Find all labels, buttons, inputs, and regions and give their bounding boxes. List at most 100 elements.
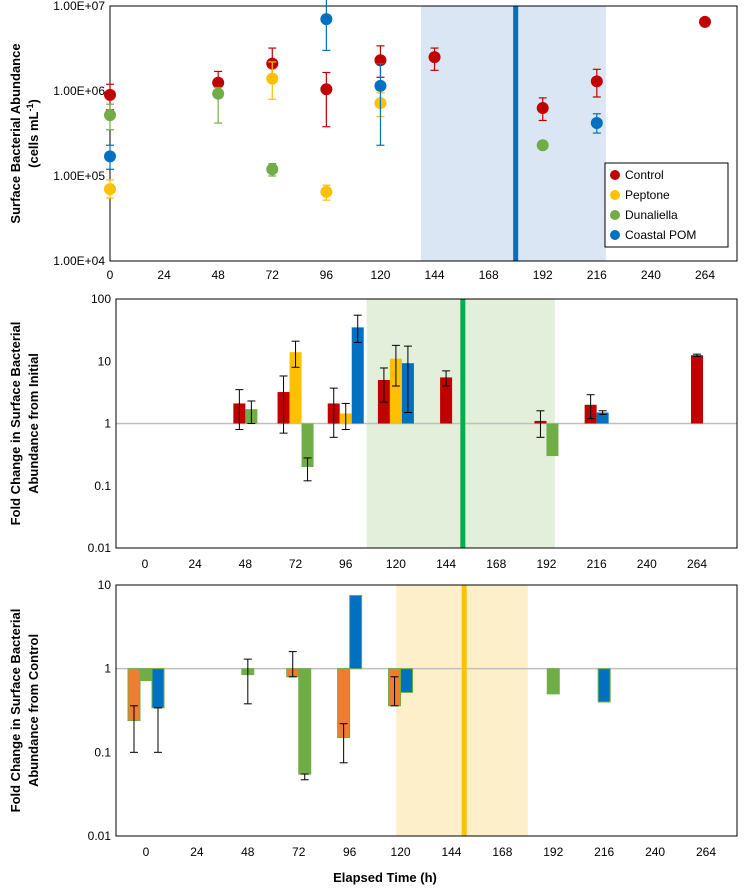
x-tick-label: 24 [157,268,171,282]
bar-control [440,377,453,424]
data-point-control [212,76,225,89]
data-point-control [320,83,333,96]
x-tick-label: 192 [543,845,563,859]
y-axis-title-line1: Surface Bacterial Abundance [8,43,23,223]
y-axis-title-line2: Abundance from Control [26,634,41,787]
legend-marker-control [610,170,620,180]
y-tick-label: 1.00E+05 [53,169,105,183]
x-axis-title: Elapsed Time (h) [333,870,437,885]
x-tick-label: 24 [190,845,204,859]
panel-fold-control: 0.01 0.1 1 10 0 24 48 72 96 120 144 168 192 216 240 264… [8,578,738,859]
legend-label-coastal: Coastal POM [625,228,696,242]
bar-coastal [596,412,609,424]
x-tick-label: 0 [142,557,149,571]
data-point-control [428,51,441,64]
y-axis-title-paren: ) [26,99,41,103]
y-tick-label: 10 [98,354,112,368]
x-tick-label: 120 [370,268,390,282]
y-tick-label: 10 [98,578,112,592]
bar-dunaliella [546,668,560,695]
y-tick-label: 0.01 [88,829,112,843]
y-axis-title-superscript: -1 [25,103,35,111]
x-tick-label: 264 [696,845,716,859]
data-point-coastal [374,79,387,92]
legend-box [604,162,729,248]
data-point-dunaliella [536,139,549,152]
bar-dunaliella [139,668,153,682]
y-tick-label: 1.00E+04 [53,254,105,268]
y-axis-title-line1: Fold Change in Surface Bacterial [8,609,23,813]
x-tick-label: 192 [536,557,556,571]
y-tick-label: 0.1 [94,745,111,759]
x-tick-label: 144 [441,845,461,859]
x-tick-label: 72 [289,557,303,571]
plot-area [115,298,738,549]
y-tick-label: 1 [104,417,111,431]
data-point-coastal [320,13,333,26]
x-tick-label: 120 [391,845,411,859]
x-tick-label: 240 [641,268,661,282]
y-axis-title-unit: (cells mL [26,111,41,167]
x-tick-label: 24 [189,557,203,571]
x-tick-label: 216 [587,557,607,571]
y-tick-label: 1 [104,662,111,676]
data-point-control [536,102,549,115]
data-point-control [104,88,116,101]
legend-marker-dunaliella [610,210,620,220]
x-tick-label: 240 [645,845,665,859]
plot-area [109,5,738,262]
x-tick-label: 192 [533,268,553,282]
panel-fold-initial: 0.01 0.1 1 10 100 0 24 48 72 96 120 144 168 192 216 240… [8,292,738,571]
legend-label-dunaliella: Dunaliella [625,208,678,222]
data-point-dunaliella [212,87,225,100]
legend-label-peptone: Peptone [625,188,670,202]
bar-coastal [351,327,364,424]
y-tick-label: 0.1 [94,479,111,493]
legend-label-control: Control [625,168,664,182]
data-point-dunaliella [104,109,116,122]
x-tick-label: 240 [637,557,657,571]
x-tick-label: 120 [386,557,406,571]
y-tick-label: 0.01 [88,541,112,555]
x-tick-label: 96 [339,557,353,571]
bar-peptone [289,352,302,424]
x-tick-label: 48 [239,557,253,571]
x-tick-label: 144 [436,557,456,571]
x-tick-label: 264 [687,557,707,571]
x-tick-label: 216 [594,845,614,859]
x-tick-label: 96 [320,268,334,282]
bar-coastal [400,668,414,693]
y-axis-title-line1: Fold Change in Surface Bacterial [8,322,23,526]
x-tick-label: 0 [107,268,114,282]
x-tick-label: 96 [343,845,357,859]
x-tick-label: 144 [425,268,445,282]
data-point-dunaliella [266,163,279,176]
data-point-coastal [104,150,116,163]
x-tick-label: 72 [292,845,306,859]
bar-coastal [597,668,611,703]
bar-dunaliella [546,423,559,457]
data-point-peptone [266,72,279,85]
data-point-peptone [320,185,333,198]
data-point-coastal [590,117,603,130]
y-axis-title-line2: Abundance from Initial [26,353,41,494]
y-tick-label: 1.00E+07 [53,0,105,13]
x-tick-label: 168 [479,268,499,282]
bar-coastal [151,668,165,709]
x-tick-label: 72 [266,268,280,282]
legend-marker-peptone [610,190,620,200]
x-tick-label: 216 [587,268,607,282]
data-point-peptone [104,183,116,196]
y-axis-title-line2: (cells mL-1) [25,99,41,168]
bar-dunaliella [298,668,312,775]
bar-dunaliella [301,423,314,468]
x-tick-label: 264 [695,268,715,282]
x-tick-label: 168 [486,557,506,571]
bar-control [691,355,703,424]
x-tick-label: 168 [492,845,512,859]
x-tick-label: 48 [241,845,255,859]
data-point-control [699,15,711,28]
bar-coastal [349,594,363,670]
y-tick-label: 100 [91,292,111,306]
x-tick-label: 48 [212,268,226,282]
